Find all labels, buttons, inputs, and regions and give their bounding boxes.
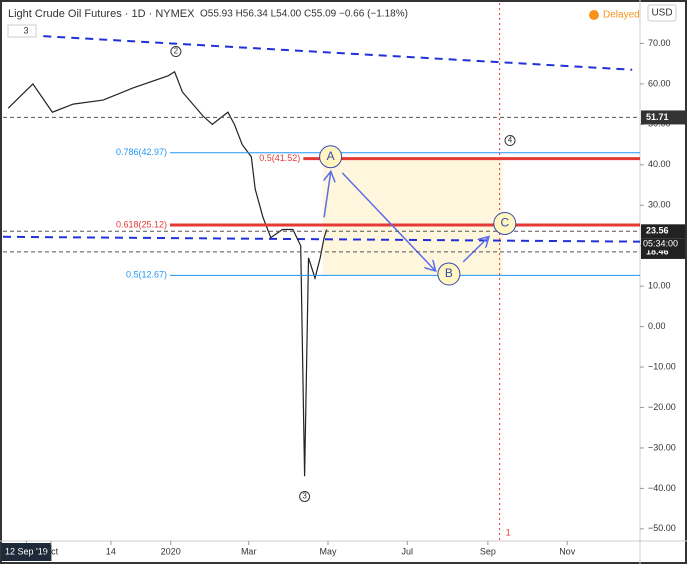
price-line xyxy=(7,70,328,477)
wave-label: A xyxy=(327,149,335,163)
x-tick-label: Mar xyxy=(241,546,257,556)
wave-circle xyxy=(504,135,516,147)
x-tick-label: May xyxy=(319,546,337,556)
wave-arrow xyxy=(323,173,331,218)
wave-circle xyxy=(319,145,343,169)
wave-label: 3 xyxy=(302,492,307,501)
x-tick-label: 2020 xyxy=(161,546,181,556)
price-tag-label: 18.46 xyxy=(646,246,669,256)
compare-box[interactable] xyxy=(7,24,37,38)
ohlc: O55.93 H56.34 L54.00 C55.09 −0.66 (−1.18… xyxy=(200,9,408,20)
status: Delayed xyxy=(603,10,640,21)
wave-label: 4 xyxy=(508,136,513,145)
fib-label: 0.618(25.12) xyxy=(116,219,167,229)
currency[interactable]: USD xyxy=(651,8,672,19)
wave-label: 2 xyxy=(174,47,179,56)
x-tick-label: Jul xyxy=(402,546,414,556)
y-tick-label: −40.00 xyxy=(648,483,676,493)
y-tick-label: 0.00 xyxy=(648,321,666,331)
wave-arrow xyxy=(462,238,488,263)
fib-label: 0.5(12.67) xyxy=(126,270,167,280)
y-tick-label: −30.00 xyxy=(648,442,676,452)
y-tick-label: 60.00 xyxy=(648,78,671,88)
price-tag-label: 23.56 xyxy=(646,226,669,236)
wave-circle xyxy=(437,262,461,286)
price-tag xyxy=(641,224,685,239)
time-marker-label: 1 xyxy=(506,527,511,537)
fib-label: 0.786(42.97) xyxy=(116,147,167,157)
countdown-tag xyxy=(641,238,685,251)
x-tick-label: Nov xyxy=(559,546,576,556)
wave-label: C xyxy=(500,216,509,230)
plot xyxy=(2,35,641,477)
wave-circle xyxy=(299,491,311,503)
wave-circle xyxy=(170,46,182,58)
wave-circle xyxy=(493,211,517,235)
y-tick-label: 40.00 xyxy=(648,159,671,169)
wave-arrow xyxy=(341,172,434,270)
x-tick-label: 14 xyxy=(106,546,116,556)
y-tick-label: −20.00 xyxy=(648,402,676,412)
symbol: Light Crude Oil Futures · 1D · NYMEX xyxy=(8,8,195,20)
y-tick-label: −10.00 xyxy=(648,361,676,371)
x-tick-label: 12 Sep '19 xyxy=(5,546,48,556)
y-tick-label: −50.00 xyxy=(648,523,676,533)
x-tick-label: Sep xyxy=(480,546,496,556)
countdown: 05:34:00 xyxy=(643,239,678,249)
wave-label: B xyxy=(445,266,453,280)
y-tick-label: 30.00 xyxy=(648,200,671,210)
fib-label: 0.5(41.52) xyxy=(259,153,300,163)
price-tag xyxy=(641,110,685,125)
x-cursor-box xyxy=(1,543,52,561)
x-tick-label: Oct xyxy=(44,546,59,556)
y-tick-label: 70.00 xyxy=(648,38,671,48)
target-zone xyxy=(322,158,503,276)
trend-line xyxy=(43,35,633,71)
currency-box[interactable] xyxy=(647,4,677,22)
compare-count[interactable]: 3 xyxy=(23,25,28,35)
y-tick-label: 10.00 xyxy=(648,281,671,291)
price-tag-label: 51.71 xyxy=(646,112,669,122)
status-icon xyxy=(589,10,599,20)
